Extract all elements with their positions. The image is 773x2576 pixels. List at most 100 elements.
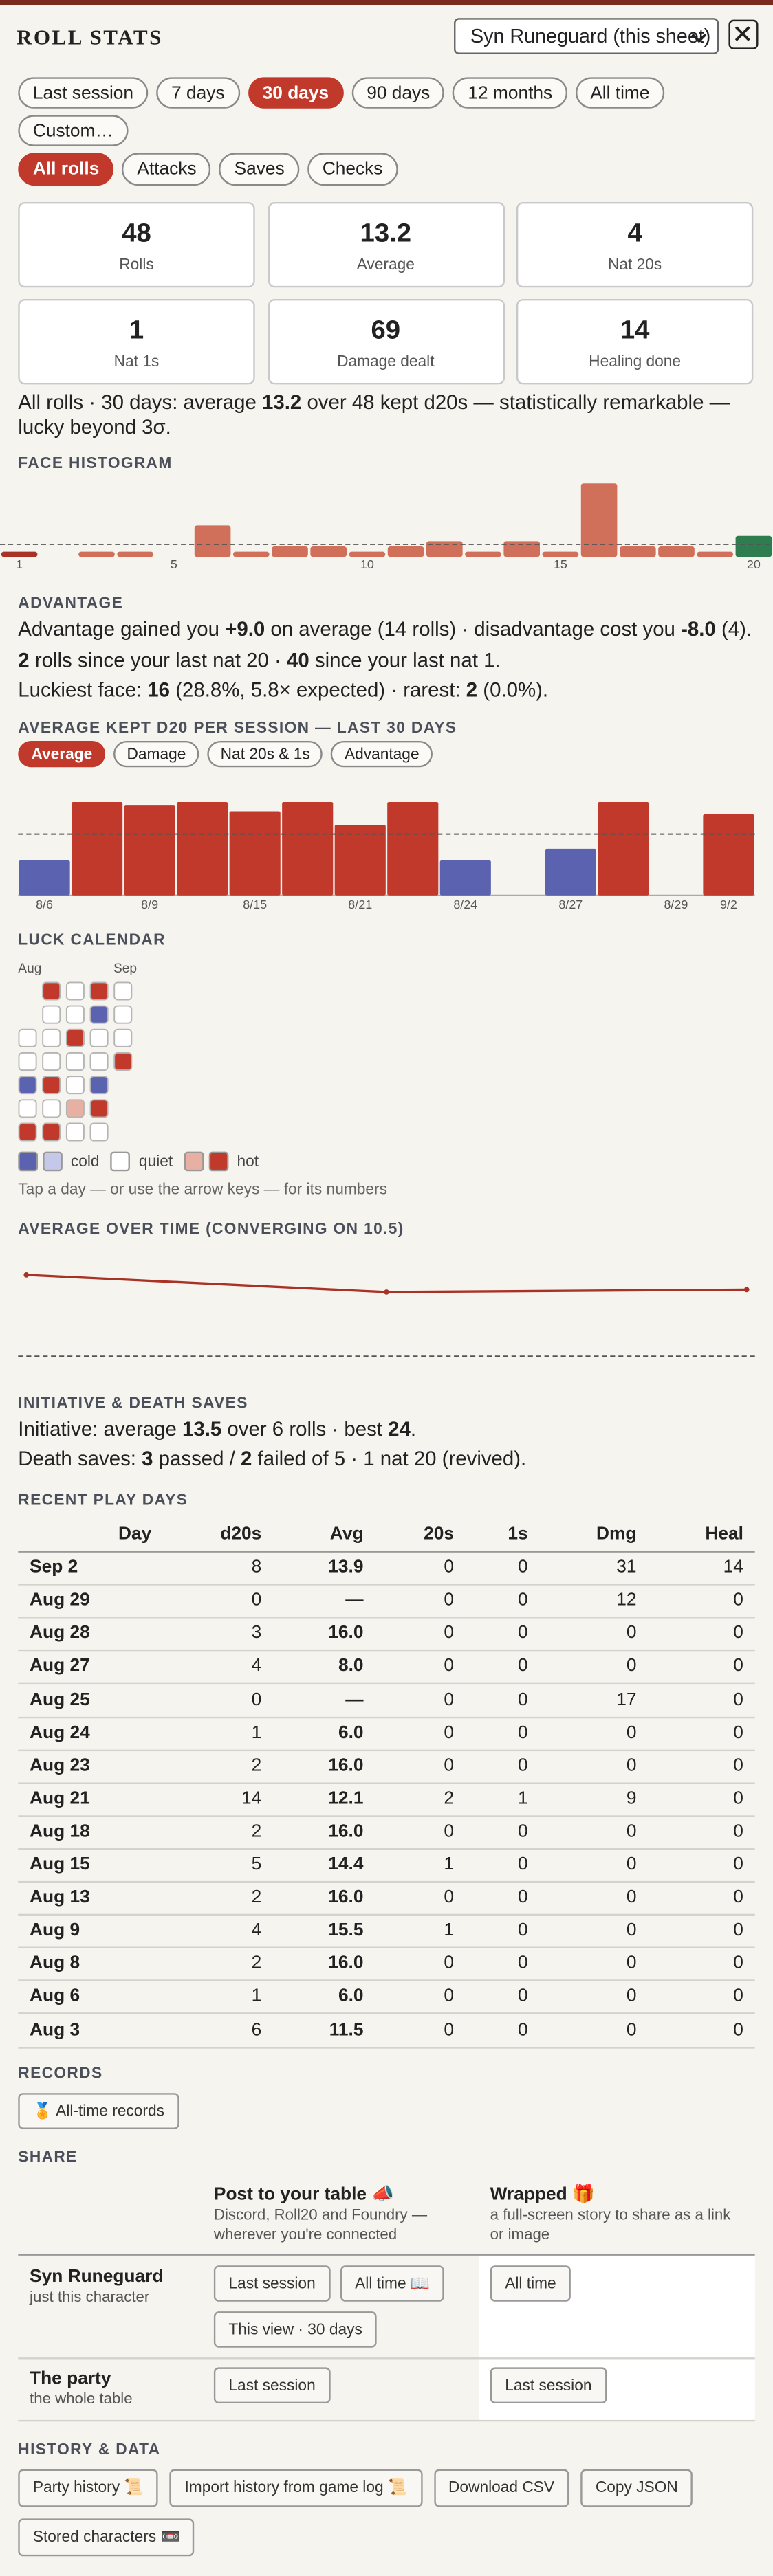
bar — [658, 546, 695, 557]
calendar-day[interactable] — [65, 1076, 85, 1095]
post-buttons: Last session — [213, 2367, 464, 2404]
row-rule — [18, 1781, 755, 1784]
bar — [465, 551, 501, 557]
share-button[interactable]: This view · 30 days — [213, 2311, 378, 2348]
calendar-day[interactable] — [113, 1005, 133, 1024]
calendar-day[interactable] — [89, 1028, 109, 1047]
calendar-day[interactable] — [18, 1076, 37, 1095]
row-rule — [18, 1913, 755, 1916]
calendar-day[interactable] — [42, 1052, 61, 1071]
table-cell: 0 — [444, 1689, 455, 1710]
stat-card: 48 Rolls — [18, 202, 255, 288]
filter-pill[interactable]: Attacks — [122, 153, 212, 186]
history-button[interactable]: Copy JSON — [580, 2469, 693, 2507]
filter-pill[interactable]: Average — [18, 741, 106, 768]
bar — [387, 546, 424, 557]
section-heading: SHARE — [18, 2148, 78, 2167]
records-button[interactable]: 🏅 All-time records — [18, 2093, 179, 2129]
calendar-day[interactable] — [65, 1122, 85, 1142]
filter-pill[interactable]: Damage — [113, 741, 199, 768]
calendar-day[interactable] — [65, 1099, 85, 1118]
filter-pill[interactable]: All time — [575, 77, 664, 109]
filter-pill[interactable]: 12 months — [453, 77, 567, 109]
stat-number: 13.2 — [360, 220, 412, 248]
row-rule — [18, 2013, 755, 2015]
filter-pill[interactable]: Checks — [307, 153, 398, 186]
stat-number: 69 — [371, 317, 401, 345]
text-run: Initiative: average — [18, 1417, 183, 1441]
calendar-day[interactable] — [42, 1122, 61, 1142]
column-header: d20s — [220, 1524, 262, 1544]
share-button[interactable]: Last session — [490, 2367, 607, 2404]
calendar-day[interactable] — [89, 1052, 109, 1071]
share-button[interactable]: All time — [490, 2265, 571, 2302]
filter-pill[interactable]: Nat 20s & 1s — [207, 741, 323, 768]
calendar-day[interactable] — [42, 1028, 61, 1047]
share-button[interactable]: Last session — [213, 2265, 331, 2302]
calendar-day[interactable] — [89, 981, 109, 1001]
table-cell: 0 — [518, 1920, 528, 1941]
calendar-day[interactable] — [65, 1005, 85, 1024]
calendar-day[interactable] — [42, 1099, 61, 1118]
line-point — [743, 1287, 750, 1293]
close-button[interactable] — [728, 19, 759, 49]
legend-swatch — [18, 1151, 39, 1172]
section-heading: ADVANTAGE — [18, 595, 124, 613]
filter-pill[interactable]: 30 days — [248, 77, 344, 109]
filter-pill[interactable]: All rolls — [18, 153, 114, 186]
table-cell: 0 — [626, 1854, 637, 1875]
text-run: (28.8%, 5.8× expected) · rarest: — [170, 678, 466, 702]
calendar-day[interactable] — [113, 1052, 133, 1071]
table-cell: 0 — [733, 1854, 743, 1875]
filter-pill[interactable]: 90 days — [351, 77, 445, 109]
filter-pill[interactable]: Last session — [18, 77, 149, 109]
share-column-note: Discord, Roll20 and Foundry — wherever y… — [213, 2206, 428, 2243]
filter-pill[interactable]: Saves — [219, 153, 300, 186]
table-cell: 15.5 — [328, 1920, 364, 1941]
calendar-day[interactable] — [18, 1099, 37, 1118]
filter-pill[interactable]: Advantage — [331, 741, 433, 768]
filter-pill[interactable]: 7 days — [156, 77, 240, 109]
table-cell: 0 — [733, 1722, 743, 1743]
calendar-day[interactable] — [18, 1052, 37, 1071]
calendar-day[interactable] — [113, 981, 133, 1001]
filter-pill[interactable]: Custom… — [18, 115, 129, 146]
chart-tabs: Average Damage Nat 20s & 1s Advantage — [18, 741, 433, 768]
table-cell: 4 — [251, 1656, 262, 1677]
calendar-legend: cold quiet hot — [18, 1151, 265, 1172]
share-button[interactable]: All time 📖 — [340, 2265, 445, 2302]
table-cell: 0 — [733, 1821, 743, 1842]
table-cell: Sep 2 — [30, 1557, 78, 1577]
share-rule — [18, 2254, 755, 2256]
bar — [177, 801, 228, 896]
calendar-day[interactable] — [89, 1099, 109, 1118]
character-select[interactable]: Syn Runeguard (this sheet) — [454, 18, 719, 54]
table-cell: 0 — [626, 1755, 637, 1776]
history-button[interactable]: Stored characters 📼 — [18, 2518, 195, 2557]
table-cell: 16.0 — [328, 1821, 364, 1842]
calendar-day[interactable] — [42, 981, 61, 1001]
history-button[interactable]: Party history 📜 — [18, 2469, 159, 2507]
calendar-day[interactable] — [42, 1076, 61, 1095]
calendar-day[interactable] — [65, 1052, 85, 1071]
history-button[interactable]: Download CSV — [433, 2469, 569, 2507]
table-cell: Aug 28 — [30, 1623, 90, 1644]
history-button[interactable]: Import history from game log 📜 — [169, 2469, 422, 2507]
calendar-day[interactable] — [113, 1028, 133, 1047]
calendar-day[interactable] — [18, 1028, 37, 1047]
calendar-day[interactable] — [89, 1076, 109, 1095]
legend-label: cold — [70, 1152, 100, 1171]
calendar-day[interactable] — [42, 1005, 61, 1024]
table-cell: 1 — [444, 1854, 455, 1875]
stat-label: Damage dealt — [337, 353, 435, 372]
calendar-day[interactable] — [89, 1122, 109, 1142]
calendar-day[interactable] — [65, 1028, 85, 1047]
share-button[interactable]: Last session — [213, 2367, 331, 2404]
column-header: Day — [118, 1524, 152, 1544]
calendar-hint: Tap a day — or use the arrow keys — for … — [18, 1181, 387, 1199]
calendar-day[interactable] — [89, 1005, 109, 1024]
row-rule — [18, 1847, 755, 1850]
calendar-day[interactable] — [18, 1122, 37, 1142]
calendar-day[interactable] — [65, 981, 85, 1001]
table-cell: 13.9 — [328, 1557, 364, 1577]
